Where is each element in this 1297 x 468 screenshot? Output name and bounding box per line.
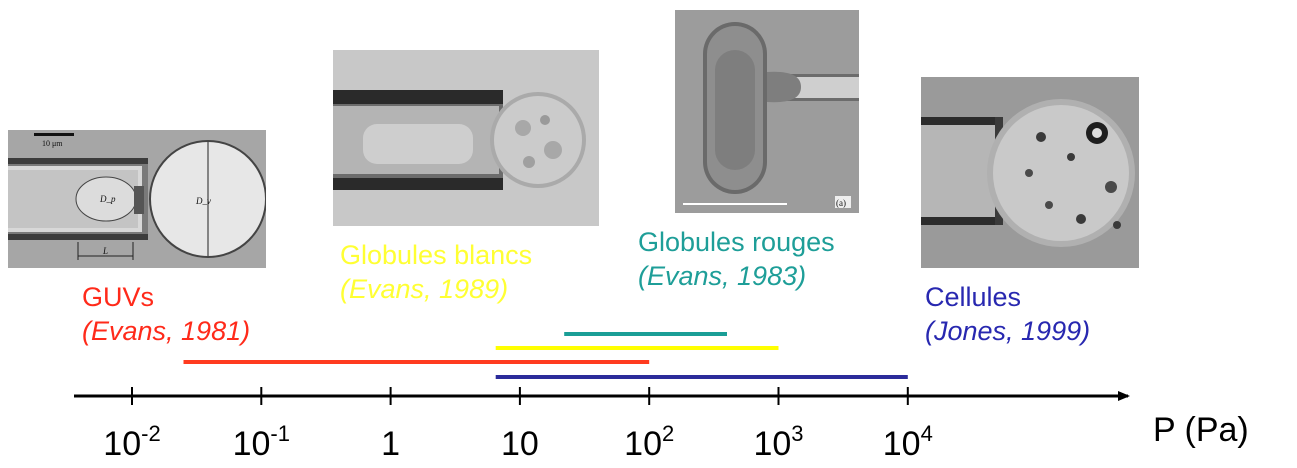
tick-label: 10-2: [103, 421, 160, 463]
white-cell-micrograph: [333, 50, 599, 226]
guv-l-text: L: [102, 246, 108, 256]
guv-micrograph: 10 μm D_p D_v L: [8, 130, 266, 268]
globules-blancs-label: Globules blancs (Evans, 1989): [340, 242, 532, 303]
tick-label: 10-1: [233, 421, 290, 463]
globules-rouges-label: Globules rouges (Evans, 1983): [638, 229, 835, 290]
cellules-reference: (Jones, 1999): [925, 316, 1091, 346]
globules-blancs-reference: (Evans, 1989): [340, 274, 509, 304]
guv-dv-text: D_v: [195, 196, 211, 206]
red-cell-tag: (a): [836, 198, 846, 208]
tick-label: 103: [753, 421, 803, 463]
tick-label: 102: [624, 421, 674, 463]
globules-rouges-name: Globules rouges: [638, 227, 835, 257]
guv-scale-text: 10 μm: [42, 139, 63, 148]
tick-label: 10: [501, 425, 539, 463]
tick-label: 104: [883, 421, 933, 463]
tick-label: 1: [381, 425, 400, 463]
globules-rouges-reference: (Evans, 1983): [638, 261, 807, 291]
cell-micrograph: [921, 77, 1139, 268]
guvs-name: GUVs: [82, 282, 155, 312]
guv-dp-text: D_p: [99, 194, 116, 204]
globules-blancs-name: Globules blancs: [340, 240, 533, 270]
axis-label: P (Pa): [1153, 411, 1249, 449]
guvs-reference: (Evans, 1981): [82, 316, 251, 346]
red-cell-micrograph: (a): [675, 10, 859, 213]
guvs-label: GUVs (Evans, 1981): [82, 284, 250, 345]
cellules-name: Cellules: [925, 282, 1022, 312]
cellules-label: Cellules (Jones, 1999): [925, 284, 1090, 345]
